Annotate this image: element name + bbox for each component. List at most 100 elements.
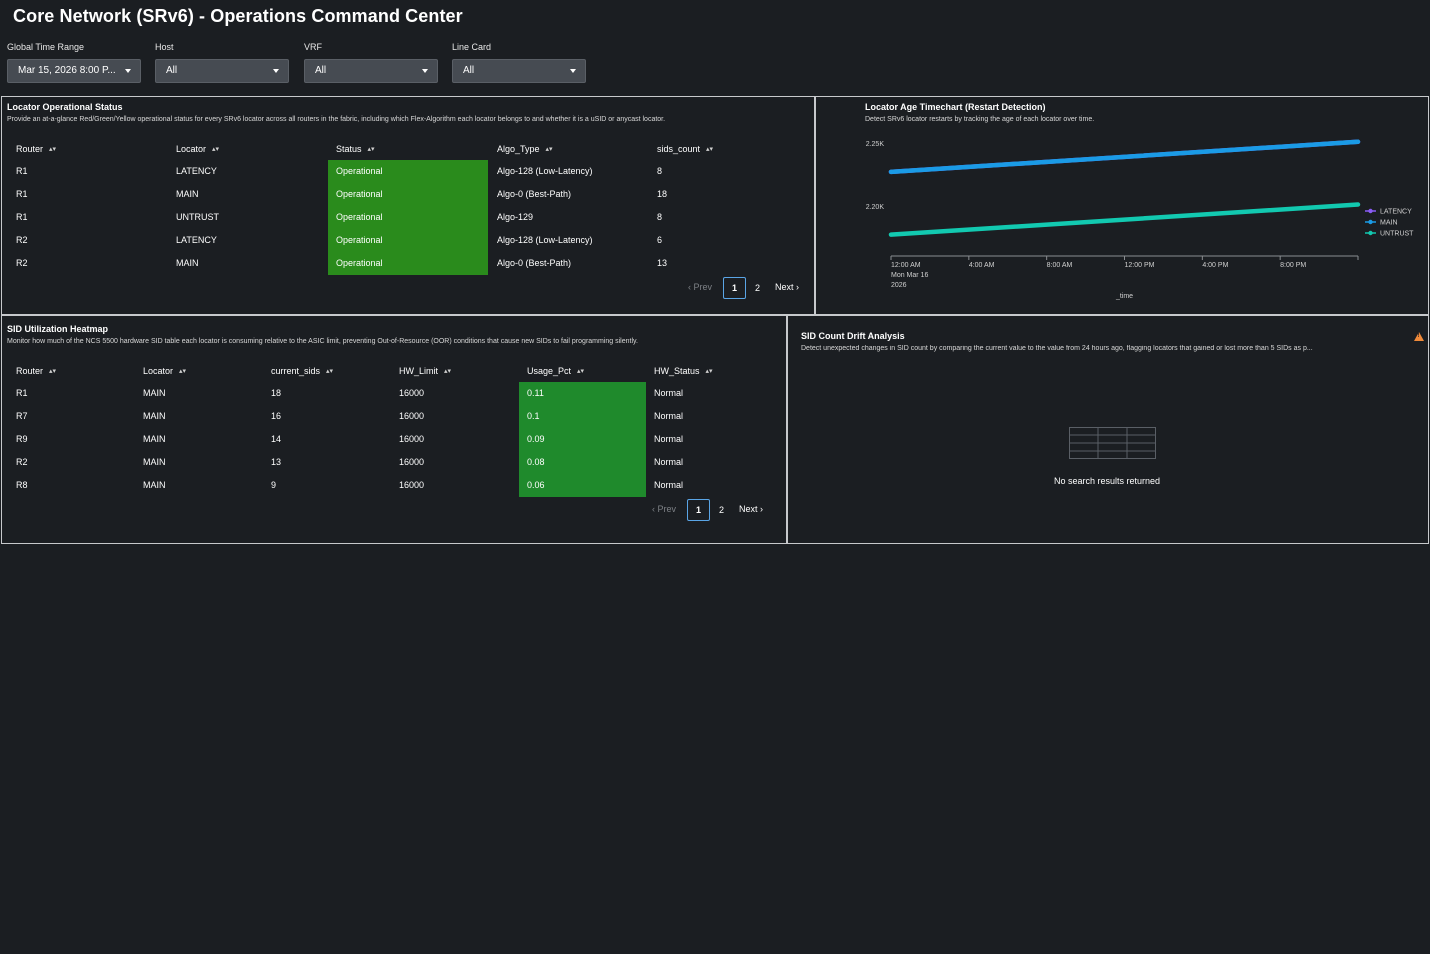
table-cell: R7 [16, 411, 28, 421]
table-cell: Algo-0 (Best-Path) [497, 258, 572, 268]
table-cell: 8 [657, 166, 663, 176]
usage-cell: 0.08 [519, 451, 646, 474]
chevron-down-icon [273, 69, 279, 73]
host-dropdown[interactable]: All [155, 59, 289, 83]
x-tick-label: Mon Mar 16 [891, 272, 928, 279]
page-1-button[interactable]: 1 [687, 499, 710, 521]
table-cell: MAIN [143, 411, 166, 421]
table-cell: MAIN [143, 388, 166, 398]
table-cell: Algo-129 [497, 212, 534, 222]
sort-icon: ▴▾ [705, 368, 713, 375]
table-cell: Normal [654, 411, 684, 421]
column-header-current-sids[interactable]: current_sids ▴▾ [263, 360, 333, 382]
locator-age-panel: Locator Age Timechart (Restart Detection… [815, 96, 1429, 315]
table-cell: Algo-128 (Low-Latency) [497, 235, 593, 245]
column-header-label: HW_Limit [399, 366, 439, 376]
chevron-down-icon [570, 69, 576, 73]
table-cell: Algo-128 (Low-Latency) [497, 166, 593, 176]
column-header-usage-pct[interactable]: Usage_Pct ▴▾ [519, 360, 584, 382]
panel-title: SID Utilization Heatmap [7, 324, 109, 334]
column-header-locator[interactable]: Locator ▴▾ [135, 360, 186, 382]
x-tick-label: 4:00 AM [969, 262, 995, 269]
next-label: Next [775, 282, 794, 292]
filter-value: Mar 15, 2026 8:00 P... [18, 65, 116, 76]
status-cell: Operational [328, 160, 488, 183]
table-cell: MAIN [176, 189, 199, 199]
time-range-dropdown[interactable]: Mar 15, 2026 8:00 P... [7, 59, 141, 83]
panel-title: Locator Age Timechart (Restart Detection… [865, 102, 1046, 112]
page-2-button[interactable]: 2 [754, 283, 760, 293]
table-cell: 16000 [399, 457, 425, 467]
sort-icon: ▴▾ [577, 368, 585, 375]
legend-marker [1368, 208, 1373, 214]
page-2-button[interactable]: 2 [718, 505, 724, 515]
locator-age-chart: 2.20K 2.25K 12:00 AM Mon Mar 16 2026 4:00 AM 8… [866, 139, 1414, 300]
prev-label: Prev [657, 504, 677, 514]
column-header-router[interactable]: Router ▴▾ [8, 360, 56, 382]
series-line-untrust [888, 202, 1361, 237]
line-card-dropdown[interactable]: All [452, 59, 586, 83]
usage-cell: 0.09 [519, 428, 646, 451]
next-label: Next [739, 504, 758, 514]
column-header-hw-status[interactable]: HW_Status ▴▾ [646, 360, 713, 382]
table-cell: 9 [271, 480, 277, 490]
column-header-label: Locator [143, 366, 174, 376]
filter-value: All [315, 65, 327, 76]
column-header-sids-count[interactable]: sids_count ▴▾ [649, 138, 713, 160]
locator-status-panel: Locator Operational Status Provide an at… [1, 96, 815, 315]
table-cell: 16000 [399, 411, 425, 421]
legend-label: MAIN [1380, 220, 1398, 227]
status-cell: Operational [328, 229, 488, 252]
filter-label: VRF [304, 42, 322, 52]
usage-cell: 0.06 [519, 474, 646, 497]
table-cell: Normal [654, 388, 684, 398]
prev-page-button[interactable]: ‹ Prev [688, 282, 713, 292]
x-tick-label: 4:00 PM [1202, 262, 1228, 269]
table-cell: R2 [16, 258, 28, 268]
prev-page-button[interactable]: ‹ Prev [652, 504, 677, 514]
next-page-button[interactable]: Next › [739, 504, 764, 514]
empty-state-message: No search results returned [1054, 476, 1161, 486]
series-line-main [888, 139, 1361, 175]
x-axis-label: _time [1115, 293, 1133, 300]
table-cell: Normal [654, 480, 684, 490]
table-cell: MAIN [143, 457, 166, 467]
panel-title: SID Count Drift Analysis [801, 331, 905, 341]
column-header-label: Router [16, 144, 44, 154]
table-cell: Normal [654, 457, 684, 467]
column-header-algo-type[interactable]: Algo_Type ▴▾ [489, 138, 553, 160]
filter-vrf: VRF All [304, 42, 438, 83]
x-tick-label: 12:00 AM [891, 262, 921, 269]
table-cell: MAIN [143, 434, 166, 444]
table-cell: R1 [16, 166, 28, 176]
table-cell: 18 [271, 388, 282, 398]
page-1-button[interactable]: 1 [723, 277, 746, 299]
usage-cell: 0.1 [519, 405, 646, 428]
chevron-down-icon [422, 69, 428, 73]
column-header-label: Status [336, 144, 362, 154]
panel-description: Detect unexpected changes in SID count b… [801, 345, 1313, 352]
next-page-button[interactable]: Next › [775, 282, 800, 292]
x-tick-label: 12:00 PM [1125, 262, 1155, 269]
column-header-hw-limit[interactable]: HW_Limit ▴▾ [391, 360, 451, 382]
warning-icon[interactable] [1414, 332, 1424, 341]
status-cell: Operational [328, 252, 488, 275]
panel-description: Monitor how much of the NCS 5500 hardwar… [7, 338, 638, 345]
x-tick-label: 2026 [891, 282, 907, 289]
table-cell: 16000 [399, 480, 425, 490]
column-header-router[interactable]: Router ▴▾ [8, 138, 56, 160]
table-cell: UNTRUST [176, 212, 219, 222]
x-tick-label: 8:00 AM [1047, 262, 1073, 269]
column-header-status[interactable]: Status ▴▾ [328, 138, 375, 160]
sort-icon: ▴▾ [49, 146, 57, 153]
column-header-label: Router [16, 366, 44, 376]
sort-icon: ▴▾ [444, 368, 452, 375]
sort-icon: ▴▾ [212, 146, 220, 153]
table-cell: 8 [657, 212, 663, 222]
vrf-dropdown[interactable]: All [304, 59, 438, 83]
table-cell: 14 [271, 434, 282, 444]
sid-drift-panel: SID Count Drift Analysis Detect unexpect… [787, 315, 1429, 544]
sort-icon: ▴▾ [706, 146, 714, 153]
column-header-locator[interactable]: Locator ▴▾ [168, 138, 219, 160]
legend-marker [1368, 219, 1373, 225]
